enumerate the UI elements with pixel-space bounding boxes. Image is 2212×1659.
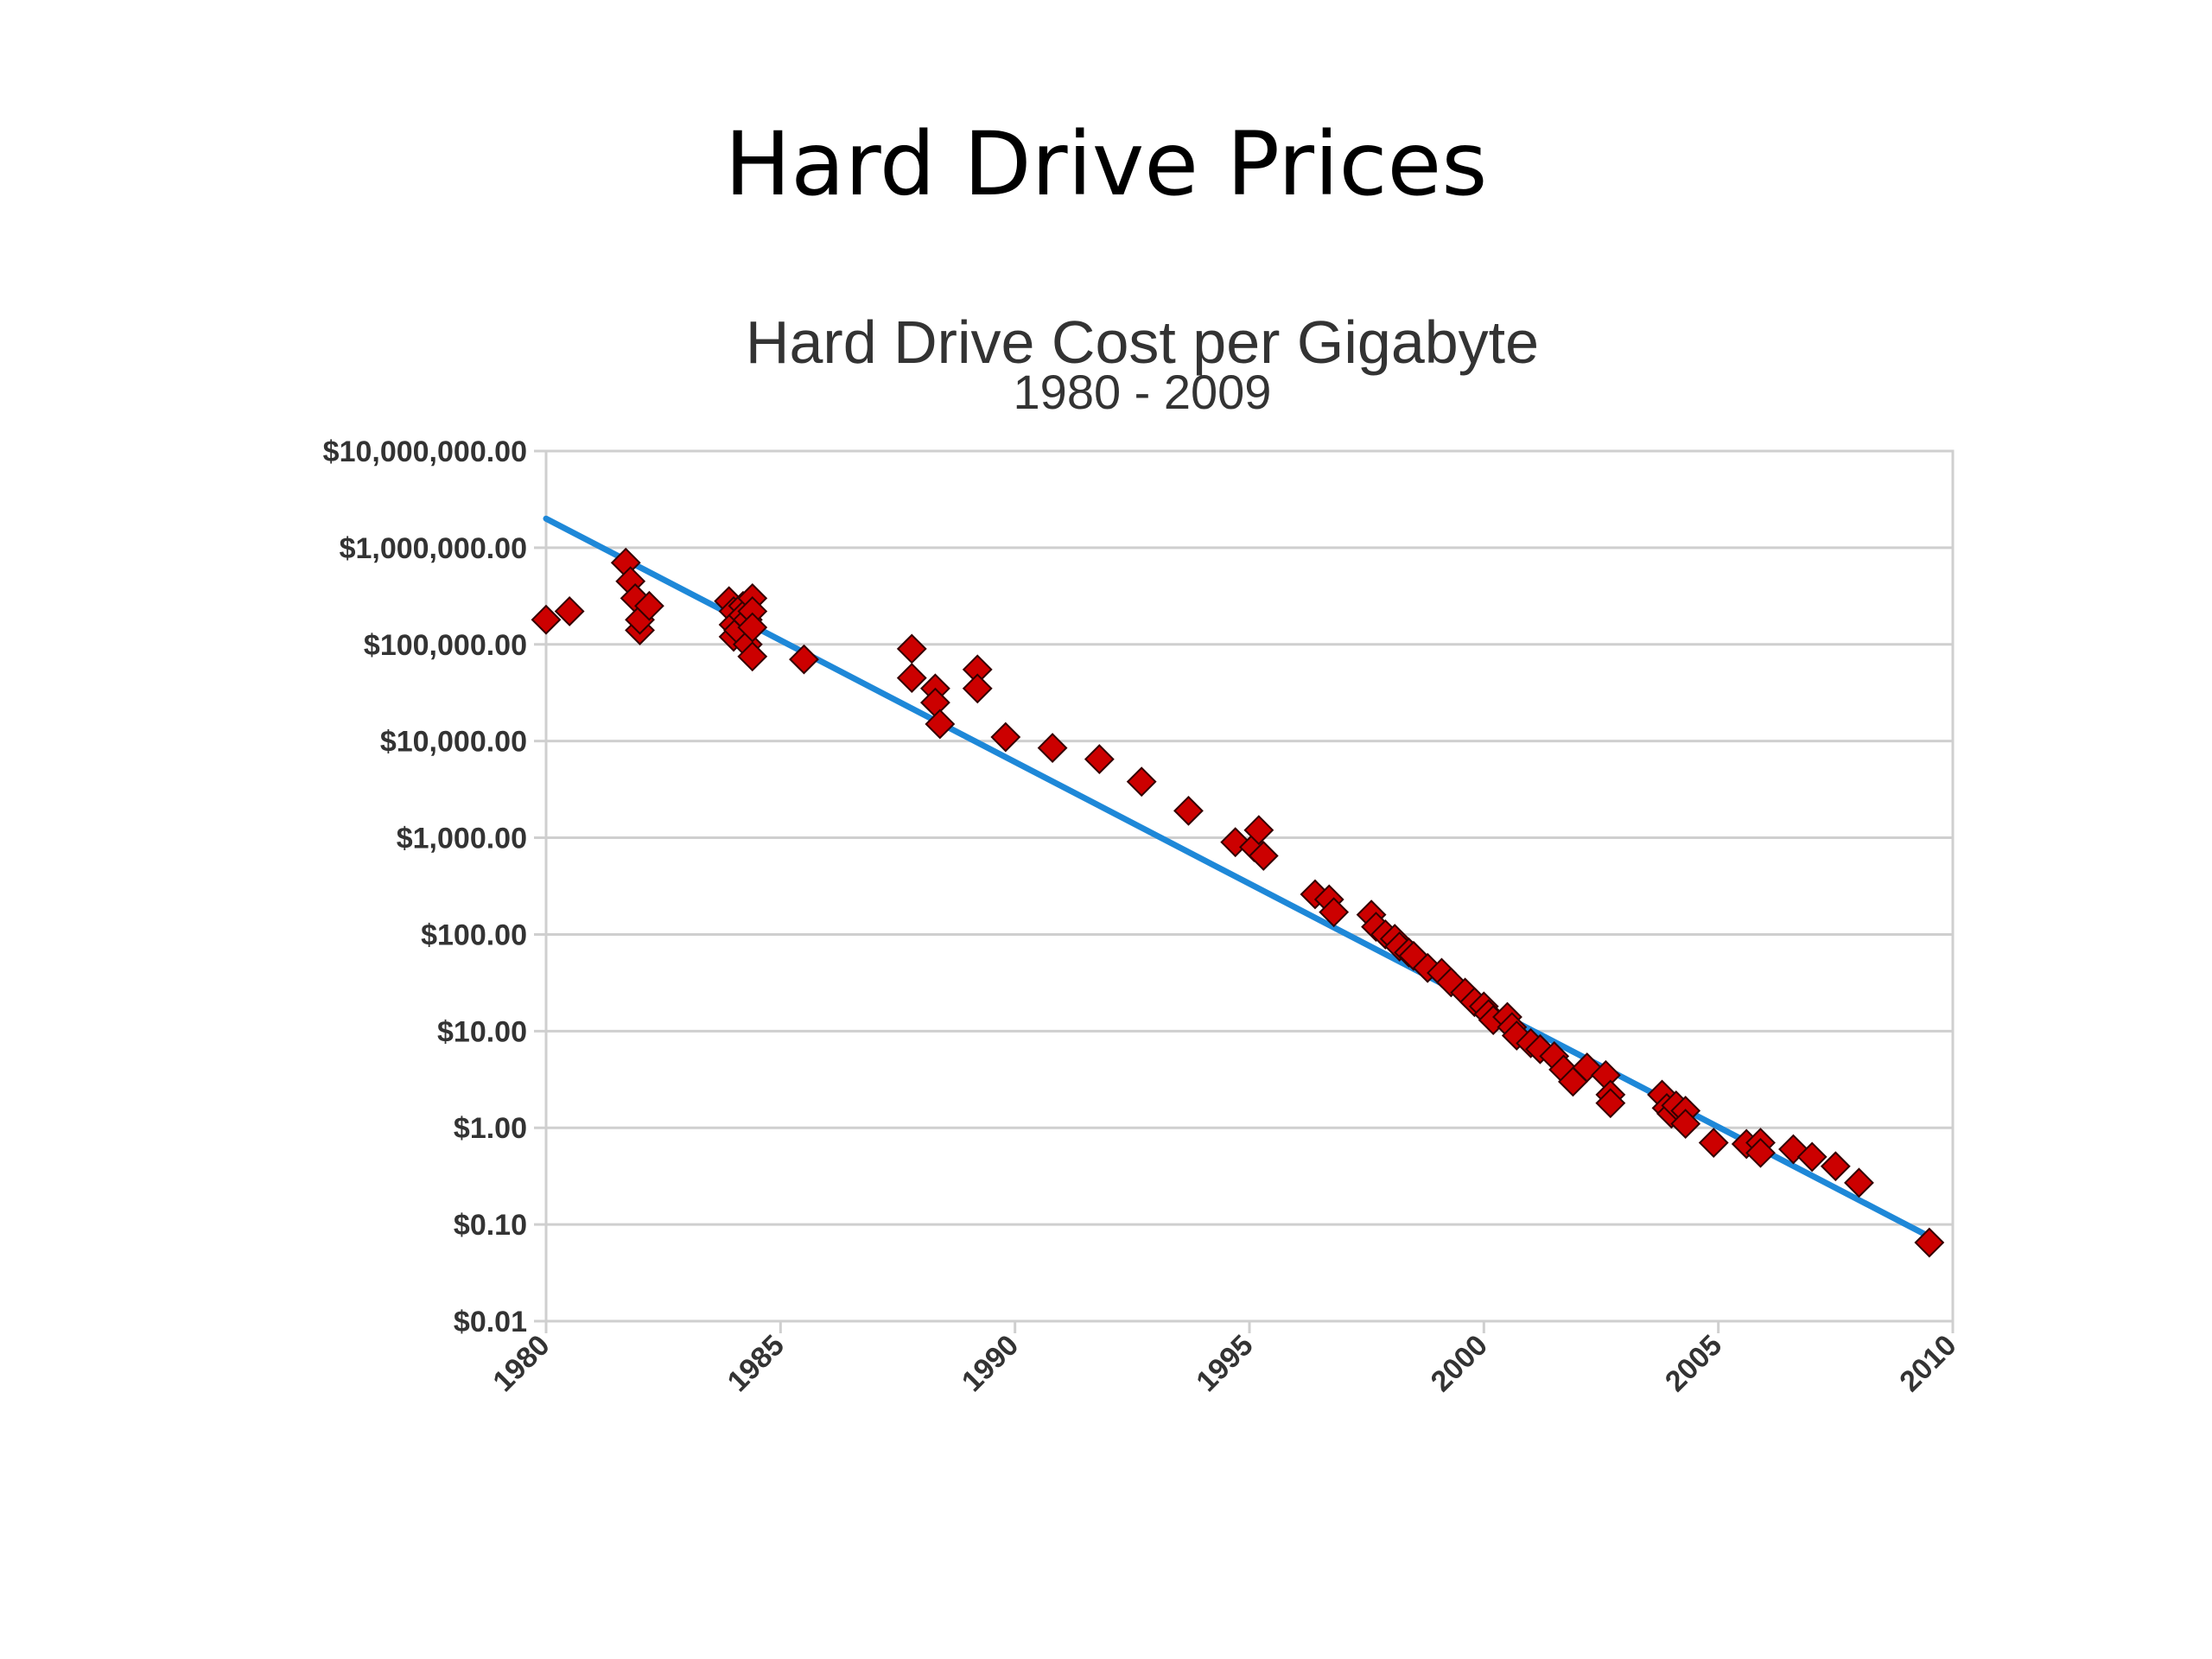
chart-title: Hard Drive Cost per Gigabyte [746,308,1539,376]
data-point [554,596,585,626]
data-point [896,663,927,693]
x-axis-ticks: 1980 1985 1990 1995 2000 2005 2010 [486,1321,1963,1398]
data-point [1914,1227,1945,1258]
data-point [737,641,768,672]
data-points [531,547,1945,1258]
x-tick-label: 2005 [1659,1329,1728,1398]
y-tick-label: $100.00 [421,918,527,951]
x-tick-label: 2010 [1893,1329,1962,1398]
data-point [1248,841,1279,871]
x-tick-label: 2000 [1425,1329,1494,1398]
y-tick-label: $10,000.00 [380,726,527,759]
trend-line [543,515,1933,1240]
data-point [1243,815,1274,846]
data-point [1595,1088,1626,1119]
data-point [1670,1109,1701,1140]
data-point [633,590,664,621]
y-tick-label: $0.01 [454,1306,527,1338]
y-tick-label: $0.10 [454,1209,527,1242]
y-tick-label: $100,000.00 [364,629,527,662]
y-tick-label: $10,000,000.00 [323,435,527,468]
trend-line-group [543,515,1933,1240]
data-point [1745,1137,1776,1168]
x-tick-label: 1985 [721,1329,791,1398]
x-tick-label: 1995 [1190,1329,1259,1398]
grid [534,449,1953,1323]
data-point [1698,1128,1729,1158]
data-point [925,709,956,740]
data-point [1037,733,1068,763]
data-point [1796,1141,1827,1173]
y-tick-label: $10.00 [437,1015,527,1048]
y-axis-ticks: $10,000,000.00 $1,000,000.00 $100,000.00 $1… [323,435,527,1338]
data-point [1084,744,1115,775]
data-point [896,633,927,664]
x-tick-label: 1990 [956,1329,1025,1398]
data-point [789,644,819,675]
data-point [1844,1167,1874,1198]
data-point [1319,897,1350,928]
y-tick-label: $1,000.00 [397,823,527,855]
data-point [531,604,562,635]
y-tick-label: $1,000,000.00 [340,532,527,565]
x-tick-label: 1980 [486,1329,556,1398]
data-point [1126,766,1157,798]
y-tick-label: $1.00 [454,1112,527,1145]
slide-title: Hard Drive Prices [724,113,1488,216]
chart-subtitle: 1980 - 2009 [1014,365,1272,419]
data-point [737,612,768,643]
data-point [1820,1151,1851,1182]
data-point [1173,795,1204,826]
data-point [962,673,993,704]
data-point [990,721,1021,753]
